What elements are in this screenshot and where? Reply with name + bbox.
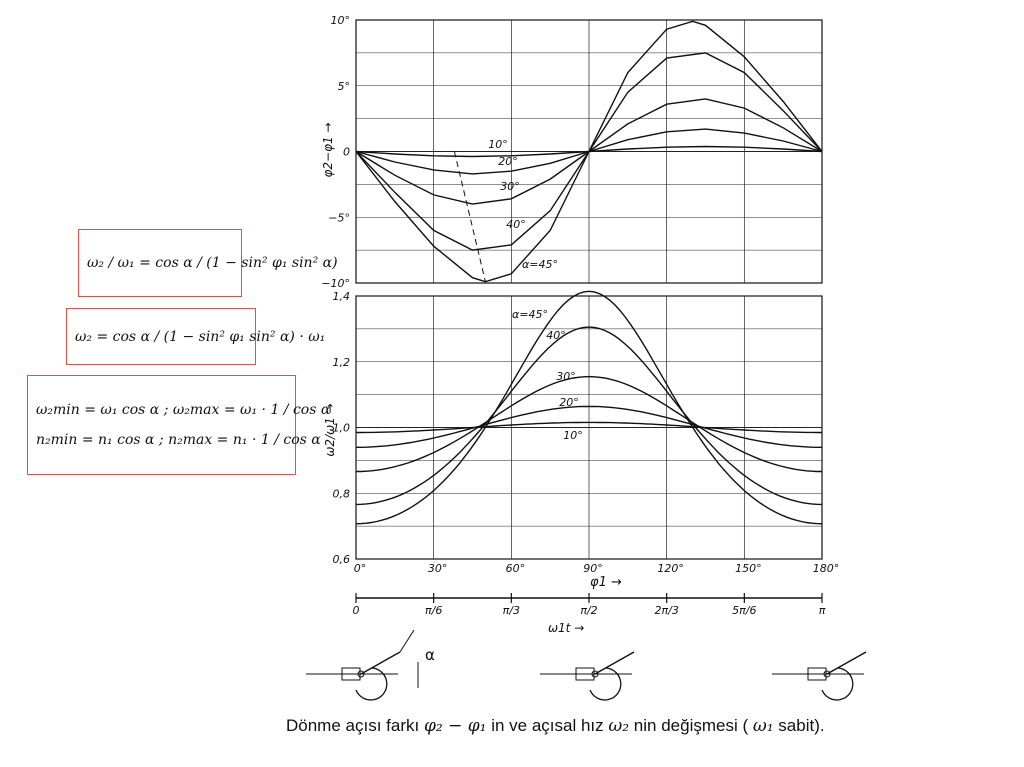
bottom-x-tick-label: 120° <box>657 562 684 575</box>
bottom-series-label: 20° <box>559 396 579 409</box>
top-series-curve <box>355 20 823 283</box>
bottom-series-label: α=45° <box>512 308 548 321</box>
bottom-y-tick-label: 1,2 <box>333 356 351 369</box>
top-y-tick-label: −10° <box>321 277 350 290</box>
top-y-tick-label: 0 <box>343 146 350 159</box>
mechanism-yoke-arc <box>589 667 622 701</box>
top-y-tick-label: 10° <box>331 14 351 27</box>
bottom-series-curve <box>356 405 822 448</box>
bottom-series-curve <box>355 290 823 525</box>
caption-part-3: nin değişmesi ( <box>633 716 749 735</box>
mechanism-shaft-body <box>807 667 827 681</box>
caption-symbol-phase: φ₂ − φ₁ <box>423 716 487 736</box>
mechanism-alpha-label: α <box>425 646 435 664</box>
top-y-axis-label: φ2−φ1 → <box>321 122 335 177</box>
bottom-x-tick-label: 150° <box>735 562 762 575</box>
mechanism-pivot <box>357 670 365 678</box>
top-series-label: 10° <box>488 138 508 151</box>
time-axis-tick-label: π <box>819 604 826 617</box>
time-axis-tick-label: π/6 <box>425 604 442 617</box>
top-series-label: 20° <box>498 155 518 168</box>
bottom-x-axis-label: φ1 → <box>590 575 622 590</box>
bottom-series-curve <box>356 421 822 434</box>
bottom-series-label: 30° <box>556 370 576 383</box>
bottom-x-tick-label: 180° <box>813 562 840 575</box>
secondary-time-axis: 0 π/6 π/3 π/2 2π/3 5π/6 π ω1t → <box>353 593 826 635</box>
mechanism-output-shaft <box>594 651 635 675</box>
caption-part-1: Dönme açısı farkı <box>286 716 420 735</box>
bottom-x-tick-label: 0° <box>354 562 367 575</box>
mechanism-angle-arrow <box>399 629 415 653</box>
mechanism-output-shaft <box>360 651 401 675</box>
time-axis-tick-label: 0 <box>353 604 360 617</box>
mechanism-shaft-body <box>341 667 361 681</box>
bottom-chart-angular-velocity-ratio: 1,4 1,2 1,0 0,8 0,60° 30° 60° 90° 120° 150° 180° ω2… <box>323 290 839 590</box>
time-axis-tick-label: π/2 <box>580 604 597 617</box>
time-axis-label: ω1t → <box>548 621 584 635</box>
time-axis-tick-label: π/3 <box>503 604 520 617</box>
bottom-y-tick-label: 0,6 <box>333 553 351 566</box>
formula-ratio: ω₂ / ω₁ = cos α / (1 − sin² φ₁ sin² α) <box>87 255 338 271</box>
time-axis-tick-label: 2π/3 <box>655 604 679 617</box>
bottom-x-tick-label: 90° <box>583 562 603 575</box>
bottom-series-curve <box>356 375 822 473</box>
top-maximum-locus-dashed <box>453 151 486 282</box>
bottom-series-label: 40° <box>546 329 566 342</box>
mechanism-shaft-body <box>575 667 595 681</box>
bottom-y-tick-label: 1,4 <box>333 290 351 303</box>
mechanism-output-shaft <box>826 651 867 675</box>
caption-part-2: in ve açısal hız <box>491 716 604 735</box>
mechanism-pivot <box>823 670 831 678</box>
time-axis-tick-label: 5π/6 <box>732 604 756 617</box>
top-series-label: α=45° <box>522 258 558 271</box>
top-chart-phase-difference: 10° 5° 0 −5° −10° φ2−φ1 → 10° 20° 30° 40° α=45° <box>321 14 823 290</box>
bottom-series-label: 10° <box>563 429 583 442</box>
formula-omega2-box: ω₂ = cos α / (1 − sin² φ₁ sin² α) · ω₁ <box>66 308 326 365</box>
bottom-series-curve <box>355 326 823 506</box>
top-series-label: 30° <box>500 180 520 193</box>
joint-mechanism-sketches: α <box>306 629 867 701</box>
figure-caption: Dönme açısı farkı φ₂ − φ₁ in ve açısal h… <box>286 716 825 736</box>
top-y-tick-label: −5° <box>328 211 350 224</box>
caption-symbol-omega1: ω₁ <box>752 716 774 736</box>
top-y-tick-label: 5° <box>338 80 351 93</box>
bottom-x-tick-label: 60° <box>506 562 526 575</box>
bottom-y-tick-label: 1,0 <box>333 422 351 435</box>
caption-symbol-omega2: ω₂ <box>608 716 630 736</box>
formula-ratio-box: ω₂ / ω₁ = cos α / (1 − sin² φ₁ sin² α) <box>78 229 338 297</box>
top-series-label: 40° <box>506 218 526 231</box>
caption-part-4: sabit). <box>778 716 825 735</box>
formula-n-minmax: n₂min = n₁ cos α ; n₂max = n₁ · 1 / cos … <box>36 432 321 448</box>
bottom-x-tick-label: 30° <box>428 562 448 575</box>
mechanism-yoke-arc <box>355 667 388 701</box>
bottom-y-tick-label: 0,8 <box>333 487 351 500</box>
bottom-y-axis-label: ω2/ω1 → <box>323 403 337 456</box>
formula-minmax-box: ω₂min = ω₁ cos α ; ω₂max = ω₁ · 1 / cos … <box>27 375 331 475</box>
mechanism-pivot <box>591 670 599 678</box>
mechanism-yoke-arc <box>821 667 854 701</box>
formula-omega2: ω₂ = cos α / (1 − sin² φ₁ sin² α) · ω₁ <box>75 328 326 345</box>
formula-omega-minmax: ω₂min = ω₁ cos α ; ω₂max = ω₁ · 1 / cos … <box>36 402 331 418</box>
